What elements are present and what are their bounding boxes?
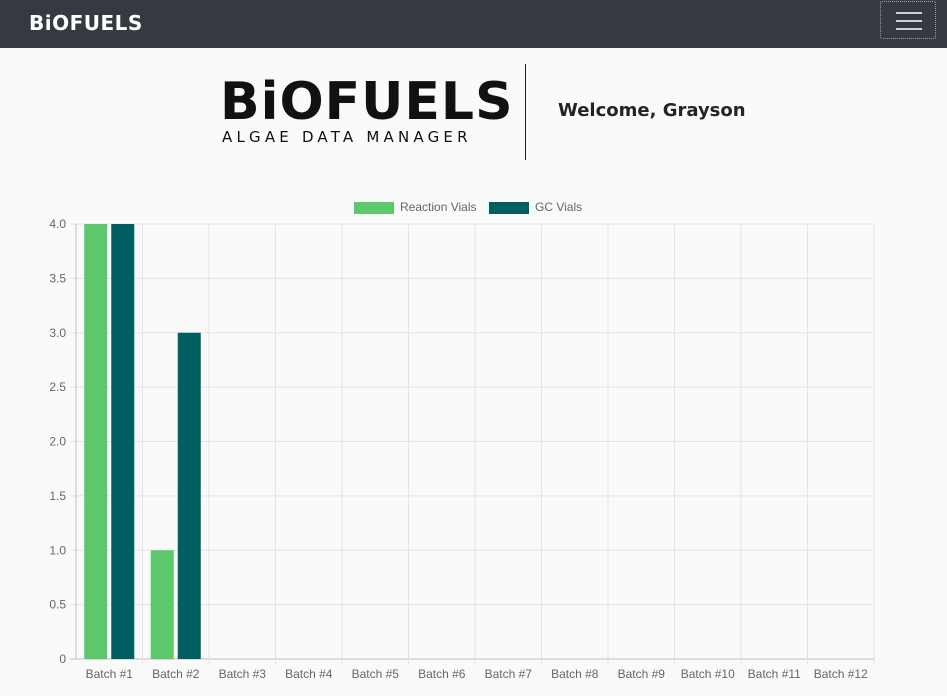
x-tick-label: Batch #9 — [618, 667, 666, 681]
x-tick-label: Batch #3 — [219, 667, 267, 681]
x-tick-label: Batch #7 — [485, 667, 533, 681]
x-tick-label: Batch #12 — [814, 667, 868, 681]
hamburger-menu-icon[interactable] — [880, 1, 936, 39]
y-tick-label: 3.5 — [49, 271, 66, 285]
bar-gc-vials-2[interactable] — [177, 332, 201, 659]
header-divider — [525, 64, 526, 160]
y-tick-label: 0 — [59, 652, 66, 666]
logo-title: BiOFUELS — [220, 72, 514, 132]
legend-label-1[interactable]: Reaction Vials — [400, 200, 477, 214]
menu-bar — [896, 28, 922, 30]
y-tick-label: 4.0 — [49, 217, 66, 231]
legend-swatch-1[interactable] — [354, 202, 394, 214]
legend-swatch-2[interactable] — [489, 202, 529, 214]
y-tick-label: 1.5 — [49, 489, 66, 503]
navbar-brand[interactable]: BiOFUELS — [29, 11, 143, 35]
logo-subtitle: ALGAE DATA MANAGER — [222, 128, 472, 146]
x-tick-label: Batch #6 — [418, 667, 466, 681]
navbar: BiOFUELS — [0, 0, 947, 48]
x-tick-label: Batch #2 — [152, 667, 200, 681]
bar-gc-vials-1[interactable] — [111, 224, 135, 659]
x-tick-label: Batch #5 — [352, 667, 400, 681]
x-tick-label: Batch #1 — [86, 667, 134, 681]
y-tick-label: 1.0 — [49, 543, 66, 557]
bar-reaction-vials-1[interactable] — [84, 224, 108, 659]
menu-bar — [896, 12, 922, 14]
y-tick-label: 0.5 — [49, 598, 66, 612]
y-tick-label: 2.0 — [49, 435, 66, 449]
bar-reaction-vials-2[interactable] — [150, 550, 174, 659]
y-tick-label: 2.5 — [49, 380, 66, 394]
menu-bar — [896, 20, 922, 22]
x-tick-label: Batch #4 — [285, 667, 333, 681]
welcome-message: Welcome, Grayson — [558, 100, 746, 121]
x-tick-label: Batch #8 — [551, 667, 599, 681]
x-tick-label: Batch #11 — [748, 667, 801, 681]
batch-vials-bar-chart: Reaction Vials GC Vials 0 0.5 1.0 1.5 2.0 2.5 3.… — [49, 200, 875, 681]
y-tick-label: 3.0 — [49, 326, 66, 340]
x-tick-label: Batch #10 — [681, 667, 735, 681]
legend-label-2[interactable]: GC Vials — [535, 200, 582, 214]
